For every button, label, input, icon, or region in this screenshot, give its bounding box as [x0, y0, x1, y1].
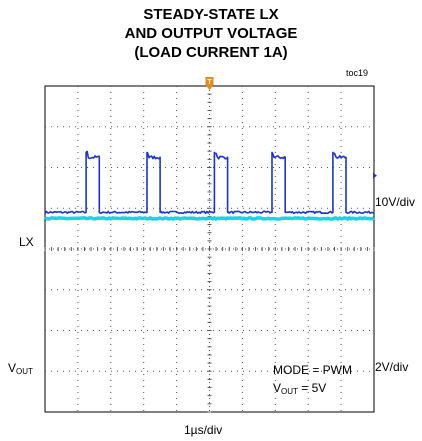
scope-traces	[44, 150, 375, 222]
scope-markers: T	[205, 77, 377, 179]
lx-scale-label: 10V/div	[375, 195, 416, 209]
trigger-marker-box	[205, 77, 214, 85]
lx-trace	[44, 150, 375, 215]
trigger-marker-arrow	[205, 85, 214, 90]
time-scale-label: 1µs/div	[184, 423, 223, 437]
vout-trace	[44, 215, 375, 222]
lx-channel-label: LX	[19, 235, 34, 249]
title-line-3: (LOAD CURRENT 1A)	[134, 44, 288, 61]
vout-setting-annotation: VOUT = 5V	[273, 381, 327, 396]
title-line-1: STEADY-STATE LX	[143, 6, 279, 23]
title-line-2: AND OUTPUT VOLTAGE	[124, 25, 298, 42]
vout-channel-label: VOUT	[8, 361, 33, 376]
lx-level-marker	[373, 172, 377, 179]
mode-annotation: MODE = PWM	[273, 363, 353, 377]
trigger-marker-label: T	[207, 79, 212, 86]
figure-id: toc19	[346, 68, 369, 78]
vout-scale-label: 2V/div	[375, 360, 409, 374]
